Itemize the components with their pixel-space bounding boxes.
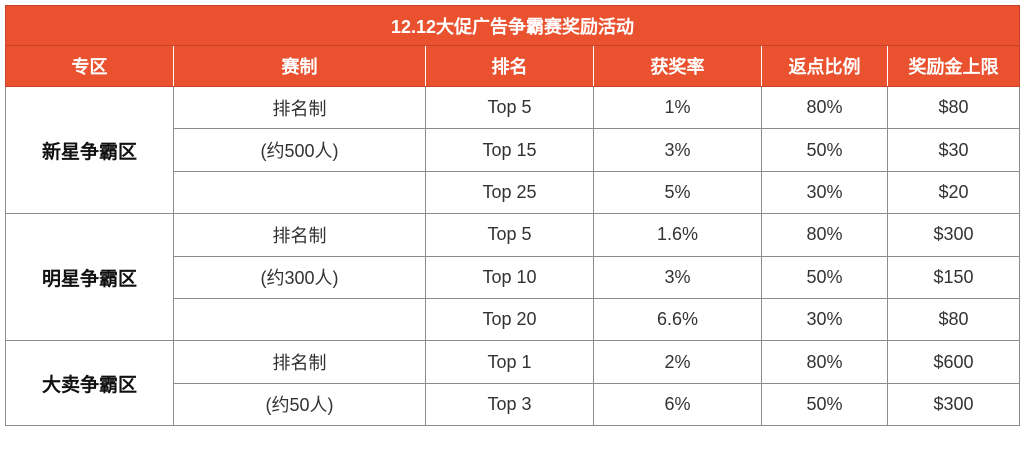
rank-cell: Top 25 — [425, 170, 594, 215]
reward-cap-cell: $300 — [886, 213, 1021, 257]
format-cell: (约500人) — [173, 128, 426, 172]
format-cell: 排名制 — [173, 213, 426, 257]
rebate-cell: 30% — [761, 170, 888, 215]
rank-cell: Top 10 — [425, 255, 594, 299]
table-row: 明星争霸区 排名制 Top 5 1.6% 80% $300 — [5, 213, 1021, 342]
rebate-cell: 30% — [761, 297, 888, 342]
reward-cap-cell: $600 — [886, 340, 1021, 384]
table-title: 12.12大促广告争霸赛奖励活动 — [4, 5, 1021, 46]
rank-cell: Top 15 — [425, 128, 594, 172]
format-cell: 排名制 — [173, 85, 426, 130]
format-cell — [173, 170, 426, 215]
column-header-rebate: 返点比例 — [761, 45, 888, 87]
format-cell: 排名制 — [173, 340, 426, 384]
zone-name: 明星争霸区 — [5, 213, 174, 342]
reward-cap-cell: $20 — [886, 170, 1021, 215]
win-rate-cell: 6% — [593, 382, 762, 427]
format-cell: (约300人) — [173, 255, 426, 299]
win-rate-cell: 2% — [593, 340, 762, 384]
table-row: (约300人) Top 10 3% 50% $150 — [6, 255, 1021, 299]
reward-table-container: 12.12大促广告争霸赛奖励活动 专区 赛制 排名 获奖率 返点比例 奖励金上限… — [4, 5, 1021, 459]
win-rate-cell: 5% — [593, 170, 762, 215]
rank-cell: Top 5 — [425, 85, 594, 130]
reward-table: 12.12大促广告争霸赛奖励活动 专区 赛制 排名 获奖率 返点比例 奖励金上限… — [4, 5, 1021, 427]
rank-cell: Top 1 — [425, 340, 594, 384]
zone-name: 新星争霸区 — [5, 85, 174, 215]
column-header-format: 赛制 — [173, 45, 426, 87]
table-row: (约500人) Top 15 3% 50% $30 — [6, 128, 1021, 172]
reward-cap-cell: $80 — [886, 85, 1021, 130]
column-header-reward-cap: 奖励金上限 — [887, 45, 1021, 87]
reward-cap-cell: $80 — [886, 297, 1021, 342]
rebate-cell: 50% — [761, 128, 888, 172]
rebate-cell: 80% — [761, 85, 888, 130]
reward-cap-cell: $300 — [886, 382, 1021, 427]
column-header-row: 专区 赛制 排名 获奖率 返点比例 奖励金上限 — [5, 45, 1021, 87]
win-rate-cell: 1.6% — [593, 213, 762, 257]
rebate-cell: 80% — [761, 340, 888, 384]
column-header-rank: 排名 — [425, 45, 594, 87]
rank-cell: Top 5 — [425, 213, 594, 257]
table-row: (约50人) Top 3 6% 50% $300 — [6, 382, 1021, 427]
table-title-row: 12.12大促广告争霸赛奖励活动 — [4, 5, 1021, 46]
table-row: Top 20 6.6% 30% $80 — [6, 297, 1021, 342]
rebate-cell: 50% — [761, 382, 888, 427]
reward-cap-cell: $30 — [886, 128, 1021, 172]
table-row: Top 25 5% 30% $20 — [6, 170, 1021, 215]
win-rate-cell: 3% — [593, 128, 762, 172]
rank-cell: Top 20 — [425, 297, 594, 342]
rank-cell: Top 3 — [425, 382, 594, 427]
rebate-cell: 50% — [761, 255, 888, 299]
rebate-cell: 80% — [761, 213, 888, 257]
reward-cap-cell: $150 — [886, 255, 1021, 299]
column-header-win-rate: 获奖率 — [593, 45, 762, 87]
format-cell — [173, 297, 426, 342]
zone-name: 大卖争霸区 — [5, 340, 174, 427]
win-rate-cell: 6.6% — [593, 297, 762, 342]
column-header-zone: 专区 — [5, 45, 174, 87]
table-row: 大卖争霸区 排名制 Top 1 2% 80% $600 — [5, 340, 1021, 427]
win-rate-cell: 1% — [593, 85, 762, 130]
table-row: 新星争霸区 排名制 Top 5 1% 80% $80 — [5, 85, 1021, 215]
format-cell: (约50人) — [173, 382, 426, 427]
win-rate-cell: 3% — [593, 255, 762, 299]
